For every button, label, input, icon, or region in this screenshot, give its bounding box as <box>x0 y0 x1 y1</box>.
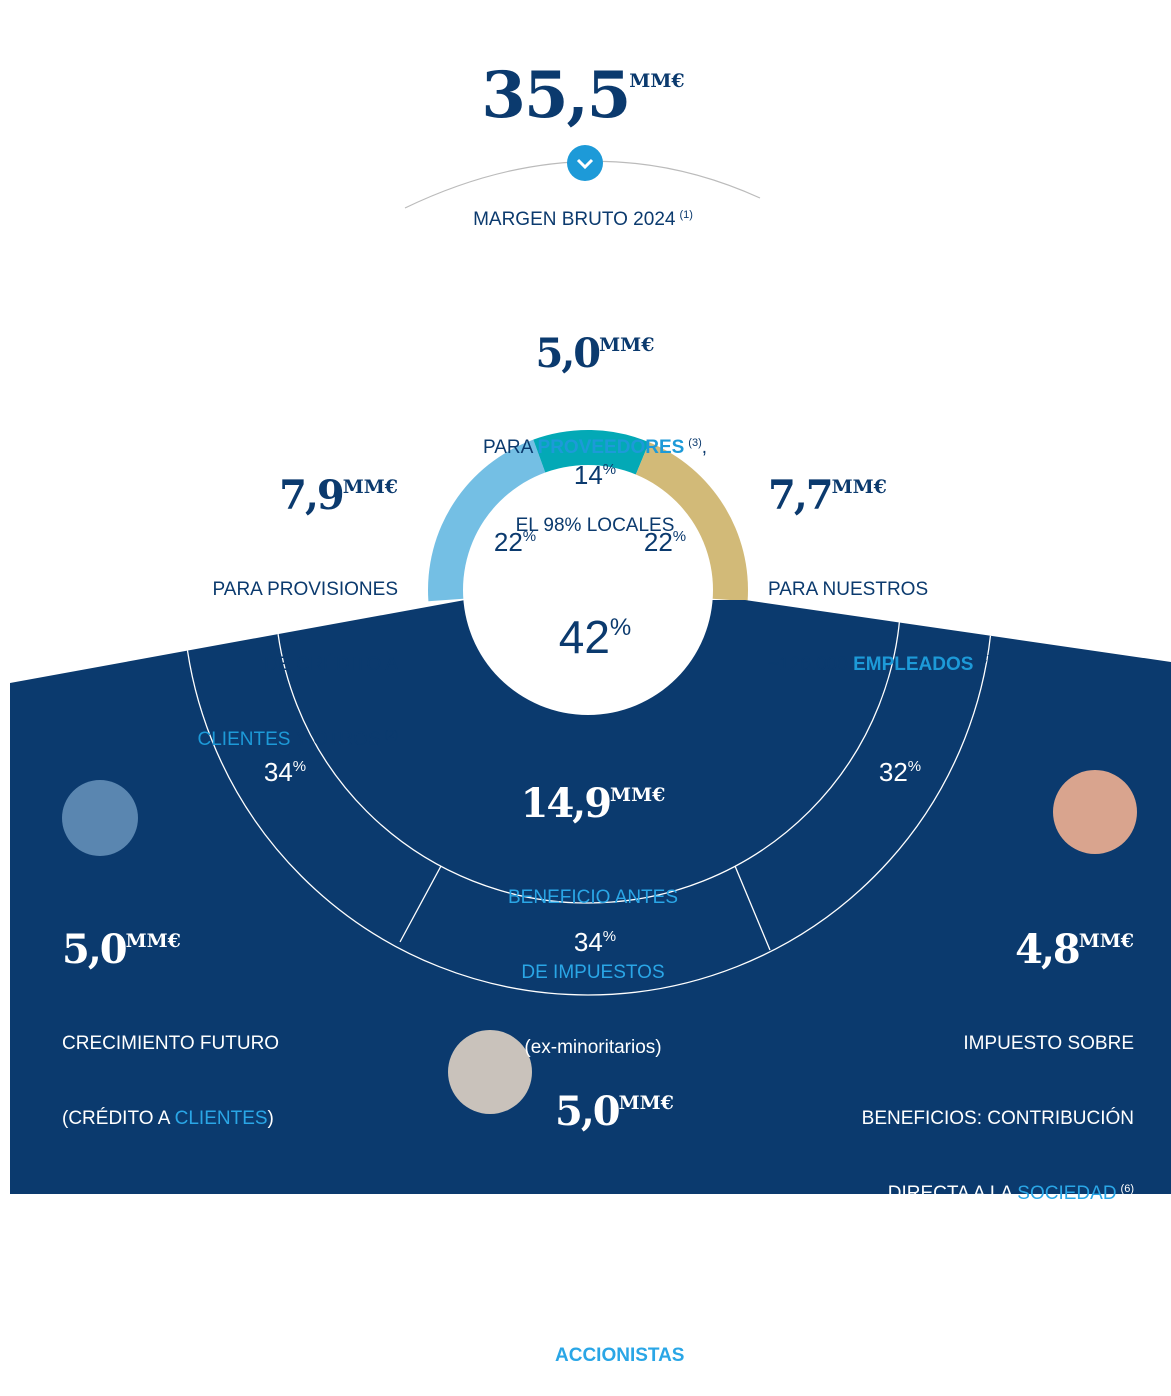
split-label: 34% <box>264 757 306 788</box>
employees: 7,7MM€ PARA NUESTROS ~126.000 EMPLEADOS (… <box>768 422 991 705</box>
sign: % <box>523 528 536 545</box>
unit: MM€ <box>1079 930 1134 952</box>
split-label: 32% <box>879 757 921 788</box>
sign: % <box>610 614 631 641</box>
amount: 5,0 <box>555 1088 619 1135</box>
unit: MM€ <box>599 334 654 356</box>
suppliers: 5,0MM€ PARA PROVEEDORES(3), EL 98% LOCAL… <box>483 280 707 563</box>
shareholders: 5,0MM€ DISTRIBUCIÓN A NUESTROS MÁS DE 70… <box>555 1038 813 1396</box>
text: ) <box>268 1108 274 1129</box>
highlight: CLIENTES <box>175 1108 268 1129</box>
amount: 7,7 <box>768 472 832 519</box>
growth: 5,0MM€ CRECIMIENTO FUTURO (CRÉDITO A CLI… <box>62 876 279 1156</box>
sign: % <box>293 758 306 775</box>
number: 32 <box>879 757 908 787</box>
label: MARGEN BRUTO 2024 <box>473 209 675 230</box>
text: (CRÉDITO A <box>62 1108 175 1129</box>
hands-image <box>1053 770 1137 854</box>
unit: MM€ <box>832 476 887 498</box>
text: IMPUESTO SOBRE <box>862 1031 1134 1056</box>
split-label: 34% <box>574 927 616 958</box>
tax: 4,8MM€ IMPUESTO SOBRE BENEFICIOS: CONTRI… <box>862 876 1134 1234</box>
highlight: PROVEEDORES <box>538 437 685 458</box>
text: BENEFICIOS: CONTRIBUCIÓN <box>862 1106 1134 1131</box>
highlight: CLIENTES <box>198 729 291 750</box>
text: ~126.000 <box>768 654 853 675</box>
sign: % <box>673 528 686 545</box>
note: (4) <box>977 654 990 666</box>
header: 35,5MM€ MARGEN BRUTO 2024 (1) <box>473 10 693 260</box>
text: CRECIMIENTO FUTURO <box>62 1031 279 1056</box>
page: 35,5MM€ MARGEN BRUTO 2024(1) 5,0MM€ PARA… <box>0 0 1171 1194</box>
credit-provisions: 7,9MM€ PARA PROVISIONES DE CRÉDITO A CLI… <box>198 422 398 780</box>
globe-image <box>62 780 138 856</box>
unit: MM€ <box>629 70 684 92</box>
text: DISTRIBUCIÓN A <box>555 1193 813 1218</box>
unit: MM€ <box>619 1092 674 1114</box>
number: 22 <box>644 527 673 557</box>
sign: % <box>603 928 616 945</box>
text: Y OTROS <box>290 729 380 750</box>
highlight: ACCIONISTAS <box>555 1345 684 1366</box>
number: 22 <box>494 527 523 557</box>
amount: 5,0 <box>536 330 600 377</box>
text: NUESTROS MÁS DE 700.000 <box>555 1268 813 1293</box>
note: (2) <box>385 729 398 741</box>
profit: 14,9MM€ BENEFICIO ANTES DE IMPUESTOS (ex… <box>508 730 678 1085</box>
text: PARA <box>483 437 538 458</box>
sign: % <box>603 461 616 478</box>
ring-label: 22% <box>644 527 686 558</box>
unit: MM€ <box>610 784 665 806</box>
amount: 14,9 <box>521 780 610 827</box>
highlight: DE IMPUESTOS <box>508 960 678 985</box>
note: (6) <box>1121 1183 1134 1195</box>
note: (5) <box>688 1345 701 1357</box>
ring-label: 42% <box>559 610 632 664</box>
text: PARA PROVISIONES <box>198 577 398 602</box>
highlight: EMPLEADOS <box>853 654 973 675</box>
amount: 35,5 <box>481 58 629 133</box>
text: DE CRÉDITO A <box>198 652 398 677</box>
unit: MM€ <box>343 476 398 498</box>
text: , <box>702 437 707 458</box>
amount: 5,0 <box>62 926 126 973</box>
ring-label: 14% <box>574 460 616 491</box>
number: 14 <box>574 460 603 490</box>
note: (1) <box>679 209 692 221</box>
unit: MM€ <box>126 930 181 952</box>
sign: % <box>908 758 921 775</box>
text: PARA NUESTROS <box>768 577 991 602</box>
amount: 7,9 <box>279 472 343 519</box>
highlight: BENEFICIO ANTES <box>508 885 678 910</box>
number: 42 <box>559 611 610 663</box>
amount: 4,8 <box>1015 926 1079 973</box>
ring-label: 22% <box>494 527 536 558</box>
number: 34 <box>574 927 603 957</box>
note: (3) <box>688 437 701 449</box>
number: 34 <box>264 757 293 787</box>
